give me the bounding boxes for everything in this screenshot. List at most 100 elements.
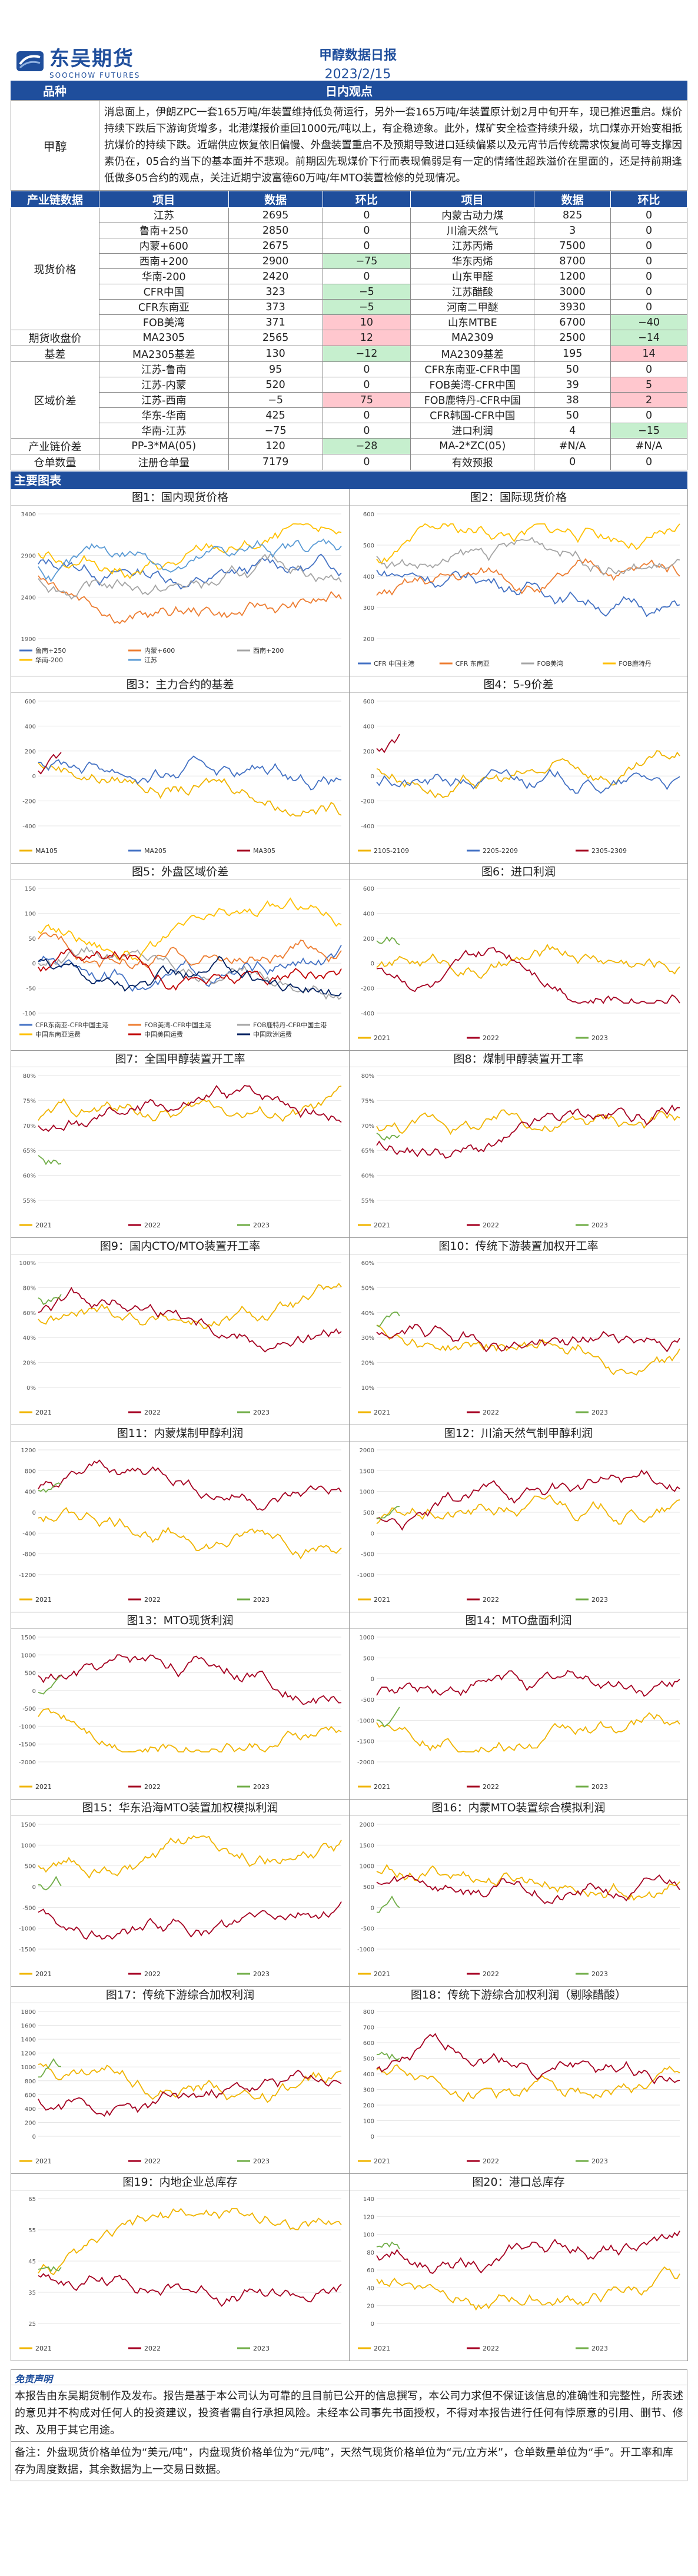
viewpoint-row: 甲醇 消息面上，伊朗ZPC一套165万吨/年装置维持低负荷运行，另外一套165万… [11,100,687,191]
y-tick-label: 500 [25,1671,36,1677]
y-tick-label: 100% [19,1260,36,1267]
chart-panel: 图20：港口总库存 140 120 100 80 60 40 20 0 2021 2022 2023 [350,2174,688,2361]
table-row: 鲁南+250 2850 0 川渝天然气 3 0 [11,223,687,238]
legend-label: 2022 [483,1783,499,1791]
chart-panel: 图1：国内现货价格 3400 2900 2400 1900 鲁南+250 内蒙+600 西南+… [11,489,350,676]
legend-label: 2021 [35,1409,52,1416]
y-tick-label: 500 [363,1655,374,1662]
line-chart: 1200 800 400 0 -400 -800 -1200 2021 2022 2023 [19,1448,342,1604]
disclaimer-title: 免责声明 [11,2370,687,2385]
table-cell: MA2305基差 [98,346,229,362]
table-cell: −5 [322,284,411,300]
y-tick-label: 1000 [21,1843,36,1849]
line-chart: 60% 50% 40% 30% 20% 10% 2021 2022 2023 [358,1260,680,1416]
y-tick-label: -500 [361,1926,374,1933]
table-cell: 2675 [228,238,323,254]
table-cell: FOB鹿特丹-CFR中国 [410,392,535,408]
table-cell: 130 [228,346,323,362]
y-tick-label: 70% [23,1123,36,1130]
y-tick-label: 1600 [21,2023,36,2030]
table-cell: 825 [534,207,611,223]
legend-label: 2021 [35,1596,52,1604]
y-tick-label: 80% [23,1073,36,1080]
table-cell: 内蒙+600 [98,238,229,254]
legend-label: 2023 [591,1783,608,1791]
y-tick-label: 500 [363,1510,374,1516]
table-row: 现货价格 江苏 2695 0 内蒙古动力煤 825 0 [11,207,687,330]
legend-label: 2023 [591,1970,608,1978]
series-line [38,553,342,590]
y-tick-label: 60% [23,1173,36,1180]
series-line [376,569,680,618]
row-group-label: 现货价格 [11,207,99,330]
legend-label: 2205-2209 [483,847,518,855]
series-line [38,2063,342,2103]
table-cell: 10 [322,314,411,330]
y-tick-label: 60 [367,2268,374,2274]
line-chart: 1800 1600 1400 1200 1000 800 600 400 200 0 2021 202… [19,2009,342,2165]
line-chart: 140 120 100 80 60 40 20 0 2021 2022 2023 [358,2196,680,2352]
legend-label: 2021 [35,2157,52,2165]
series-line [38,1286,342,1353]
legend-label: 2023 [591,1596,608,1604]
y-tick-label: 60% [23,1310,36,1317]
y-tick-label: 600 [25,2092,36,2099]
chart-title: 图2：国际现货价格 [350,489,687,506]
y-tick-label: 2900 [21,553,36,560]
table-cell: 0 [610,407,687,423]
table-cell: 2695 [228,207,323,223]
chart-title: 图1：国内现货价格 [11,489,349,506]
table-cell: 江苏-西南 [98,392,229,408]
table-row: CFR中国 323 −5 江苏醋酸 3000 0 [11,284,687,300]
series-line [38,1294,62,1305]
table-cell: 50 [534,361,611,377]
series-line [376,2230,680,2274]
legend-label: 江苏 [144,656,157,664]
series-line [376,1469,680,1531]
footer: 免责声明 本报告由东吴期货制作及发布。报告是基于本公司认为可靠的且目前已公开的信… [11,2369,687,2481]
table-row: 西南+200 2900 −75 华东丙烯 8700 0 [11,253,687,269]
y-tick-label: 1500 [360,1468,374,1475]
series-line [38,1084,342,1132]
line-chart: 2000 1500 1000 500 0 -500 -1000 2021 2022 2023 [357,1822,680,1978]
legend-label: CFR 中国主港 [374,660,414,668]
y-tick-label: 1000 [360,1635,374,1641]
table-cell: 进口利润 [410,423,535,439]
report-title: 甲醇数据日报 [318,48,397,63]
table-cell: 38 [534,392,611,408]
chart-title: 图6：进口利润 [350,864,687,880]
y-tick-label: 0 [32,774,36,780]
table-row: 江苏-内蒙 520 0 FOB美湾-CFR中国 39 5 [11,377,687,393]
table-cell: FOB美湾 [98,314,229,330]
table-cell: −28 [322,438,411,454]
table-cell: −12 [322,346,411,362]
table-cell: 7179 [228,454,323,470]
table-cell: 0 [610,284,687,300]
series-line [38,752,62,775]
y-tick-label: 150 [25,886,36,892]
y-tick-label: 600 [363,512,374,518]
y-tick-label: 80% [23,1285,36,1292]
series-line [38,1675,62,1695]
daily-view-label: 日内观点 [325,84,373,98]
table-cell: 5 [610,377,687,393]
table-header-cell: 项目 [98,191,229,208]
row-group-label: 基差 [11,346,99,362]
legend-label: 2021 [374,1596,390,1604]
y-tick-label: 50 [28,936,36,942]
y-tick-label: 200 [25,2120,36,2126]
series-line [38,948,342,991]
table-cell: 0 [322,223,411,238]
table-cell: 0 [322,207,411,223]
legend-label: 2021 [374,2345,390,2352]
table-cell: 0 [610,361,687,377]
y-tick-label: 0% [26,1385,36,1392]
chart-panel: 图2：国际现货价格 600 500 400 300 200 CFR 中国主港 CFR 东南亚 F… [350,489,688,676]
y-tick-label: 2400 [21,595,36,601]
report-date: 2023/2/15 [324,67,391,82]
legend-label: 2021 [374,2157,390,2165]
y-tick-label: 1200 [21,1448,36,1454]
y-tick-label: 600 [363,699,374,705]
legend-label: 2023 [591,1221,608,1229]
y-tick-label: 600 [25,699,36,705]
